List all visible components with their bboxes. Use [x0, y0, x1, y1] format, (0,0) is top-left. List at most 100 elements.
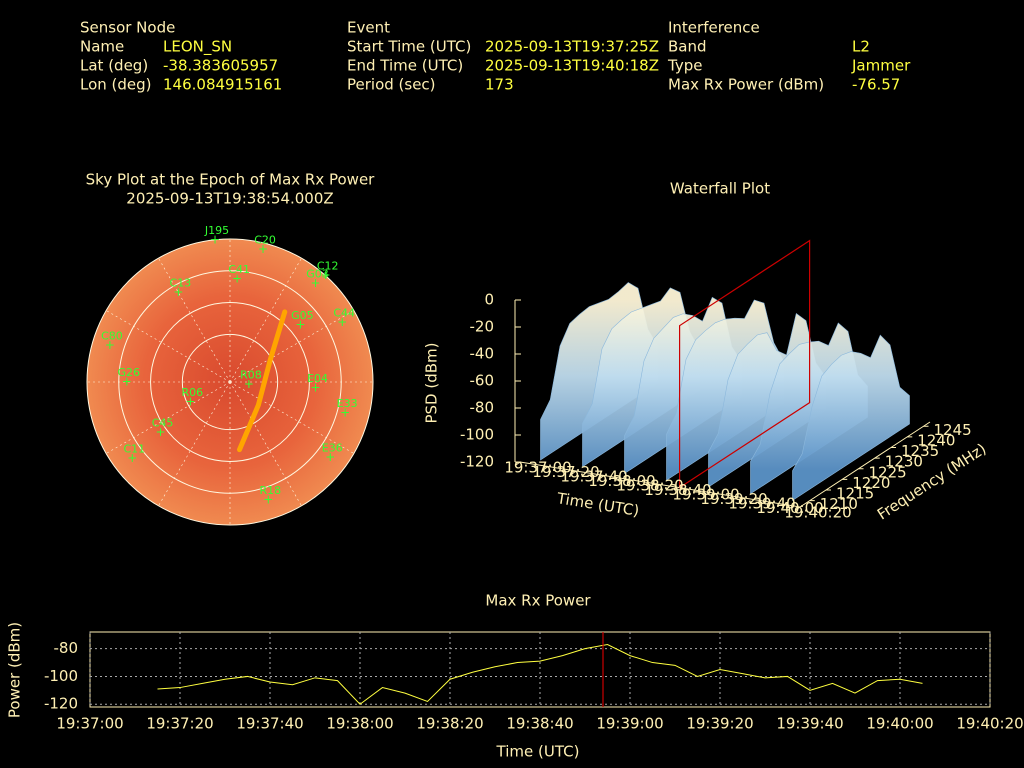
satellite-label: C12	[317, 260, 339, 273]
x-tick-label: 19:37:40	[236, 715, 303, 733]
azimuth-spoke	[229, 381, 302, 506]
x-tick-label: 19:39:40	[776, 715, 843, 733]
field-label: Lon (deg)	[80, 76, 152, 94]
x-tick-label: 19:39:00	[596, 715, 663, 733]
x-tick-label: 19:37:20	[532, 463, 599, 481]
elevation-ring	[150, 302, 310, 462]
power-line	[157, 643, 923, 705]
x-tick-label: 19:37:40	[560, 468, 627, 486]
satellite-marker: +	[185, 395, 195, 409]
satellite-marker: +	[325, 450, 335, 464]
satellite-marker: +	[310, 276, 320, 290]
satellite-label: C80	[101, 329, 123, 342]
x-tick	[767, 502, 773, 506]
satellite-marker: +	[321, 268, 331, 282]
satellite-label: G03	[306, 268, 329, 281]
y-tick-label: 1210	[820, 495, 858, 513]
z-axis-label: PSD (dBm)	[423, 342, 441, 423]
y-tick-label: -120	[44, 695, 78, 713]
x-tick-label: 19:39:20	[700, 490, 767, 508]
satellite-marker: +	[232, 271, 242, 285]
satellite-marker: +	[122, 375, 132, 389]
field-value: LEON_SN	[163, 38, 232, 57]
satellite-marker: +	[263, 492, 273, 506]
satellite-marker: +	[340, 405, 350, 419]
x-tick	[711, 493, 717, 497]
azimuth-spoke	[158, 381, 231, 506]
satellite-label: E36	[322, 442, 343, 455]
y-tick-label: 1240	[917, 431, 955, 449]
azimuth-spoke	[229, 310, 354, 383]
satellite-label: C45	[152, 416, 174, 429]
x-tick-label: 19:38:40	[644, 481, 711, 499]
field-value: 2025-09-13T19:37:25Z	[485, 38, 659, 56]
azimuth-spoke	[229, 258, 302, 383]
x-tick	[543, 466, 549, 470]
field-label: Band	[668, 38, 707, 56]
y-axis-label: Power (dBm)	[6, 622, 24, 718]
field-label: Period (sec)	[347, 76, 436, 94]
chart-title: Max Rx Power	[485, 592, 591, 610]
satellite-label: R06	[182, 386, 204, 399]
field-value: 2025-09-13T19:40:18Z	[485, 57, 659, 75]
azimuth-spoke	[106, 381, 231, 454]
field-value: 173	[485, 76, 514, 94]
y-tick-label: 1215	[836, 485, 874, 503]
x-tick-label: 19:40:00	[866, 715, 933, 733]
chart-title: Waterfall Plot	[670, 180, 770, 198]
surface-slice	[792, 334, 910, 502]
x-tick-label: 19:37:20	[146, 715, 213, 733]
field-value: L2	[852, 38, 870, 56]
x-tick-label: 19:40:00	[756, 499, 823, 517]
satellite-label: C41	[228, 263, 250, 276]
z-tick-label: -40	[470, 345, 495, 363]
azimuth-spoke	[158, 258, 231, 383]
x-tick	[571, 470, 577, 475]
satellite-label: C11	[123, 442, 145, 455]
x-tick	[655, 484, 661, 488]
satellite-marker: +	[156, 425, 166, 439]
x-tick-label: 19:38:20	[416, 715, 483, 733]
x-tick-label: 19:37:00	[56, 715, 123, 733]
satellite-label: G05	[291, 309, 314, 322]
satellite-marker: +	[105, 338, 115, 352]
azimuth-spoke	[229, 381, 354, 454]
y-tick-label: 1225	[869, 463, 907, 481]
field-value: -76.57	[852, 76, 900, 94]
x-tick	[515, 461, 521, 466]
y-tick-label: -100	[44, 667, 78, 685]
x-tick	[683, 488, 689, 493]
satellite-marker: +	[127, 451, 137, 465]
satellite-label: J195	[204, 224, 229, 237]
x-tick-label: 19:38:00	[588, 472, 655, 490]
elevation-ring	[181, 333, 279, 431]
y-tick-label: 1220	[852, 474, 890, 492]
field-value: 146.084915161	[163, 76, 282, 94]
satellite-marker: +	[173, 285, 183, 299]
x-tick-label: 19:39:40	[728, 495, 795, 513]
x-tick-label: 19:38:20	[616, 477, 683, 495]
z-tick-label: -60	[470, 372, 495, 390]
x-tick-label: 19:38:40	[506, 715, 573, 733]
y-tick-label: 1245	[934, 421, 972, 439]
field-label: Lat (deg)	[80, 57, 148, 75]
field-label: Type	[667, 57, 702, 75]
field-label: Start Time (UTC)	[347, 38, 471, 56]
satellite-marker: +	[258, 242, 268, 256]
z-tick-label: 0	[484, 291, 494, 309]
elevation-ring	[86, 238, 374, 526]
satellite-label: C13	[170, 277, 192, 290]
x-tick-label: 19:40:20	[784, 504, 851, 522]
cursor-plane	[679, 239, 811, 489]
header-title: Sensor Node	[80, 19, 175, 37]
satellite-marker: +	[337, 315, 347, 329]
satellite-marker: +	[210, 232, 220, 246]
satellite-marker: +	[244, 377, 254, 391]
z-tick-label: -20	[470, 318, 495, 336]
x-tick	[795, 506, 801, 511]
satellite-label: E04	[307, 372, 328, 385]
y-tick-label: 1230	[885, 453, 923, 471]
chart-subtitle: 2025-09-13T19:38:54.000Z	[126, 190, 333, 208]
